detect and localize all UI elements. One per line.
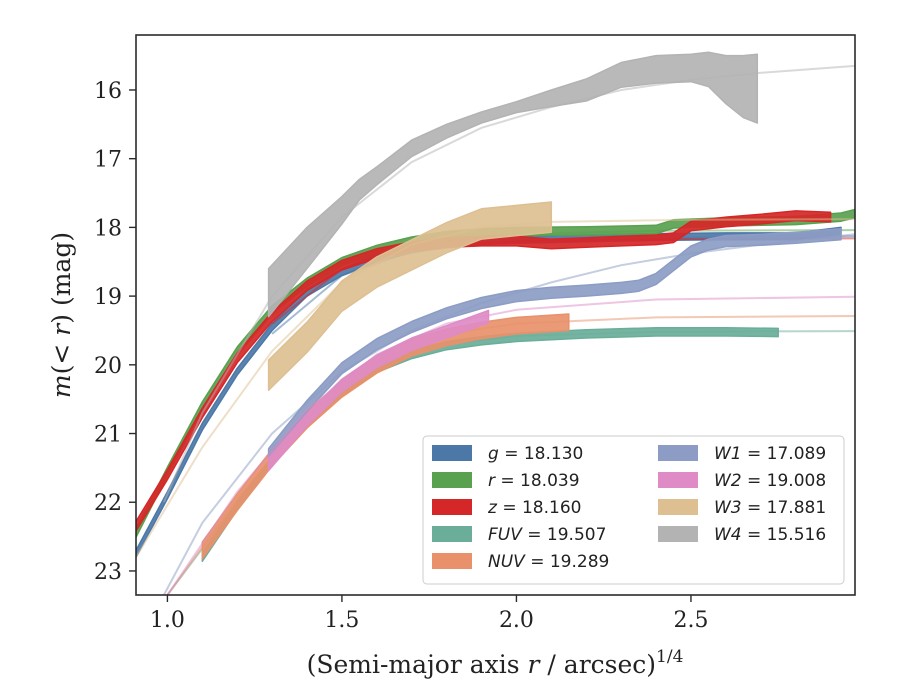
data-band-w3 (267, 201, 553, 391)
y-tick-label: 22 (94, 491, 122, 516)
series-w1 (163, 228, 855, 595)
legend-swatch (658, 499, 698, 515)
chart-legend: g = 18.130 r = 18.039 z = 18.160 FUV = 19.5… (422, 435, 845, 585)
legend-label: g = 18.130 (488, 444, 583, 464)
series-w3 (136, 201, 855, 558)
y-tick-label: 23 (94, 560, 122, 585)
data-band-w4 (267, 51, 759, 318)
y-tick-label: 18 (94, 216, 122, 241)
legend-swatch (658, 445, 698, 461)
legend-label: W3 = 17.881 (714, 498, 826, 518)
legend-label: r = 18.039 (488, 471, 580, 491)
legend-swatch (658, 472, 698, 488)
legend-label: NUV = 19.289 (488, 552, 609, 572)
x-axis-label: (Semi-major axis r / arcsec)1/4 (307, 647, 684, 679)
legend-swatch (432, 445, 472, 461)
y-tick-label: 19 (94, 285, 122, 310)
x-tick-label: 1.0 (150, 608, 185, 633)
x-tick-label: 1.5 (324, 608, 359, 633)
legend-item-w3: W3 = 17.881 (658, 498, 826, 518)
legend-label: W4 = 15.516 (714, 525, 826, 545)
data-band-z (136, 210, 832, 532)
legend-item-w2: W2 = 19.008 (658, 471, 826, 491)
legend-label: W2 = 19.008 (714, 471, 826, 491)
legend-item-w4: W4 = 15.516 (658, 525, 826, 545)
legend-item-fuv: FUV = 19.507 (432, 525, 606, 545)
y-axis: 16 17 18 19 20 21 22 23 (94, 79, 136, 585)
legend-swatch (432, 553, 472, 569)
x-tick-label: 2.5 (673, 608, 708, 633)
y-axis-label: m(< r) (mag) (47, 232, 76, 398)
legend-swatch (432, 472, 472, 488)
legend-label: W1 = 17.089 (714, 444, 826, 464)
series-w4 (162, 51, 855, 503)
data-band-w2 (267, 309, 490, 472)
legend-box (422, 435, 845, 585)
legend-label: FUV = 19.507 (488, 525, 606, 545)
legend-label: z = 18.160 (487, 498, 581, 518)
x-axis: 1.0 1.5 2.0 2.5 (150, 595, 708, 633)
legend-swatch (432, 526, 472, 542)
series-w2 (166, 295, 855, 595)
y-tick-label: 16 (94, 79, 122, 104)
legend-swatch (658, 526, 698, 542)
y-tick-label: 20 (94, 354, 122, 379)
legend-item-nuv: NUV = 19.289 (432, 552, 609, 572)
legend-item-r: r = 18.039 (432, 471, 580, 491)
legend-swatch (432, 499, 472, 515)
y-tick-label: 17 (94, 148, 122, 173)
legend-item-z: z = 18.160 (432, 498, 581, 518)
series-layer (136, 51, 855, 595)
plot-frame (135, 34, 856, 596)
legend-item-g: g = 18.130 (432, 444, 583, 464)
y-tick-label: 21 (94, 423, 122, 448)
x-tick-label: 2.0 (499, 608, 534, 633)
data-band-w1 (267, 228, 842, 461)
legend-item-w1: W1 = 17.089 (658, 444, 826, 464)
